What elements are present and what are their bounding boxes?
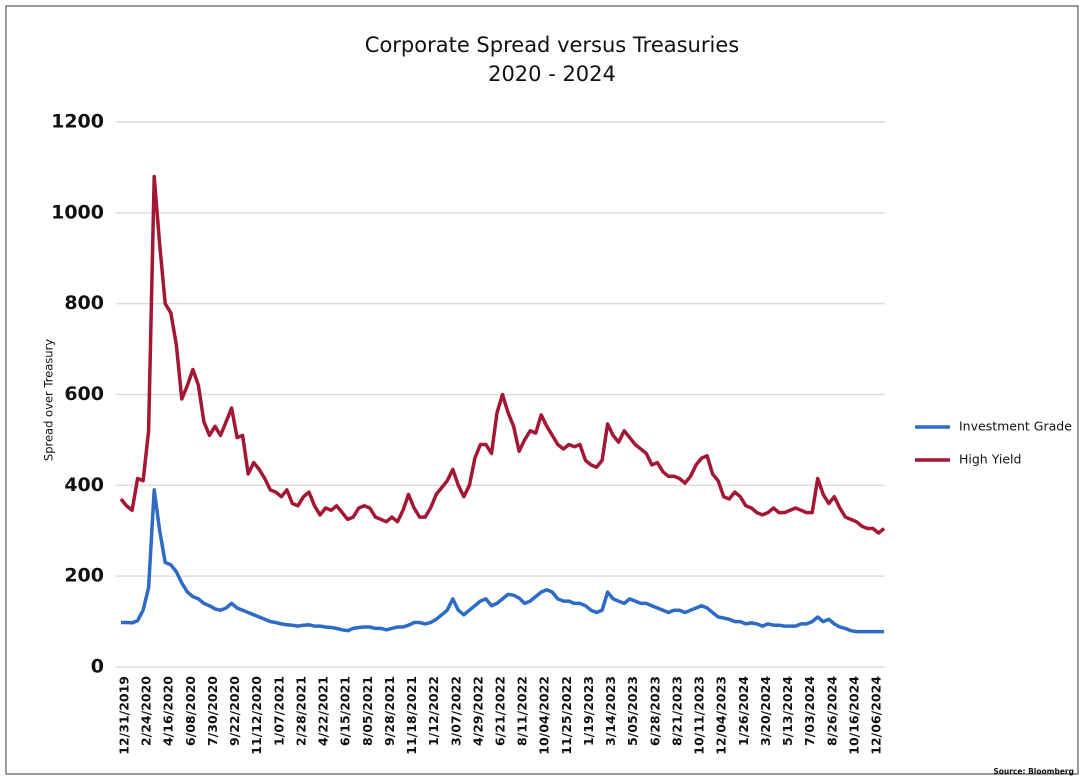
x-tick-label: 6/15/2021 (338, 676, 353, 746)
x-tick-label: 7/03/2024 (802, 676, 817, 746)
x-tick-label: 4/29/2022 (470, 676, 485, 746)
x-tick-label: 1/26/2024 (736, 676, 751, 746)
frame (5, 5, 1079, 775)
x-tick-label: 4/16/2020 (161, 676, 176, 746)
chart-subtitle: 2020 - 2024 (488, 62, 616, 86)
x-tick-label: 5/13/2024 (780, 676, 795, 746)
x-tick-label: 3/07/2022 (448, 676, 463, 746)
x-tick-label: 10/11/2023 (692, 676, 707, 755)
legend-label: High Yield (959, 452, 1021, 467)
chart-title: Corporate Spread versus Treasuries (365, 33, 739, 57)
x-tick-label: 3/14/2023 (603, 676, 618, 746)
x-tick-label: 8/11/2022 (515, 676, 530, 746)
x-tick-label: 2/28/2021 (293, 676, 308, 746)
series-line (121, 488, 885, 634)
x-tick-label: 5/05/2023 (625, 676, 640, 746)
x-tick-label: 1/19/2023 (581, 676, 596, 746)
x-tick-label: 9/28/2021 (382, 676, 397, 746)
x-tick-label: 1/12/2022 (426, 676, 441, 746)
x-tick-label: 8/26/2024 (824, 676, 839, 746)
x-tick-label: 9/22/2020 (227, 676, 242, 746)
x-tick-label: 3/20/2024 (758, 676, 773, 746)
y-tick-label: 800 (64, 292, 104, 314)
x-tick-label: 2/24/2020 (139, 676, 154, 746)
source: Source: Bloomberg (993, 767, 1074, 776)
legend-label: Investment Grade (959, 419, 1072, 434)
y-tick-label: 1200 (51, 111, 104, 133)
x-tick-label: 6/08/2020 (183, 676, 198, 746)
x-tick-label: 10/04/2022 (537, 676, 552, 755)
x-tick-label: 6/28/2023 (647, 676, 662, 746)
x-tick-label: 11/18/2021 (404, 676, 419, 755)
x-tick-label: 11/12/2020 (249, 676, 264, 755)
x-tick-label: 8/05/2021 (360, 676, 375, 746)
y-tick-label: 0 (91, 656, 104, 678)
x-tick-label: 4/22/2021 (316, 676, 331, 746)
x-tick-label: 1/07/2021 (271, 676, 286, 746)
y-axis-label: Spread over Treasury (42, 339, 56, 461)
x-tick-label: 10/16/2024 (846, 676, 861, 755)
x-tick-label: 12/04/2023 (714, 676, 729, 755)
x-tick-label: 6/21/2022 (493, 676, 508, 746)
y-tick-label: 200 (64, 565, 104, 587)
x-tick-label: 12/31/2019 (117, 676, 132, 755)
x-tick-label: 12/06/2024 (869, 676, 884, 755)
y-tick-label: 600 (64, 383, 104, 405)
y-tick-label: 1000 (51, 201, 104, 223)
y-tick-label: 400 (64, 474, 104, 496)
series-line (119, 174, 886, 535)
x-tick-label: 8/21/2023 (669, 676, 684, 746)
x-tick-label: 7/30/2020 (205, 676, 220, 746)
x-tick-label: 11/25/2022 (559, 676, 574, 755)
